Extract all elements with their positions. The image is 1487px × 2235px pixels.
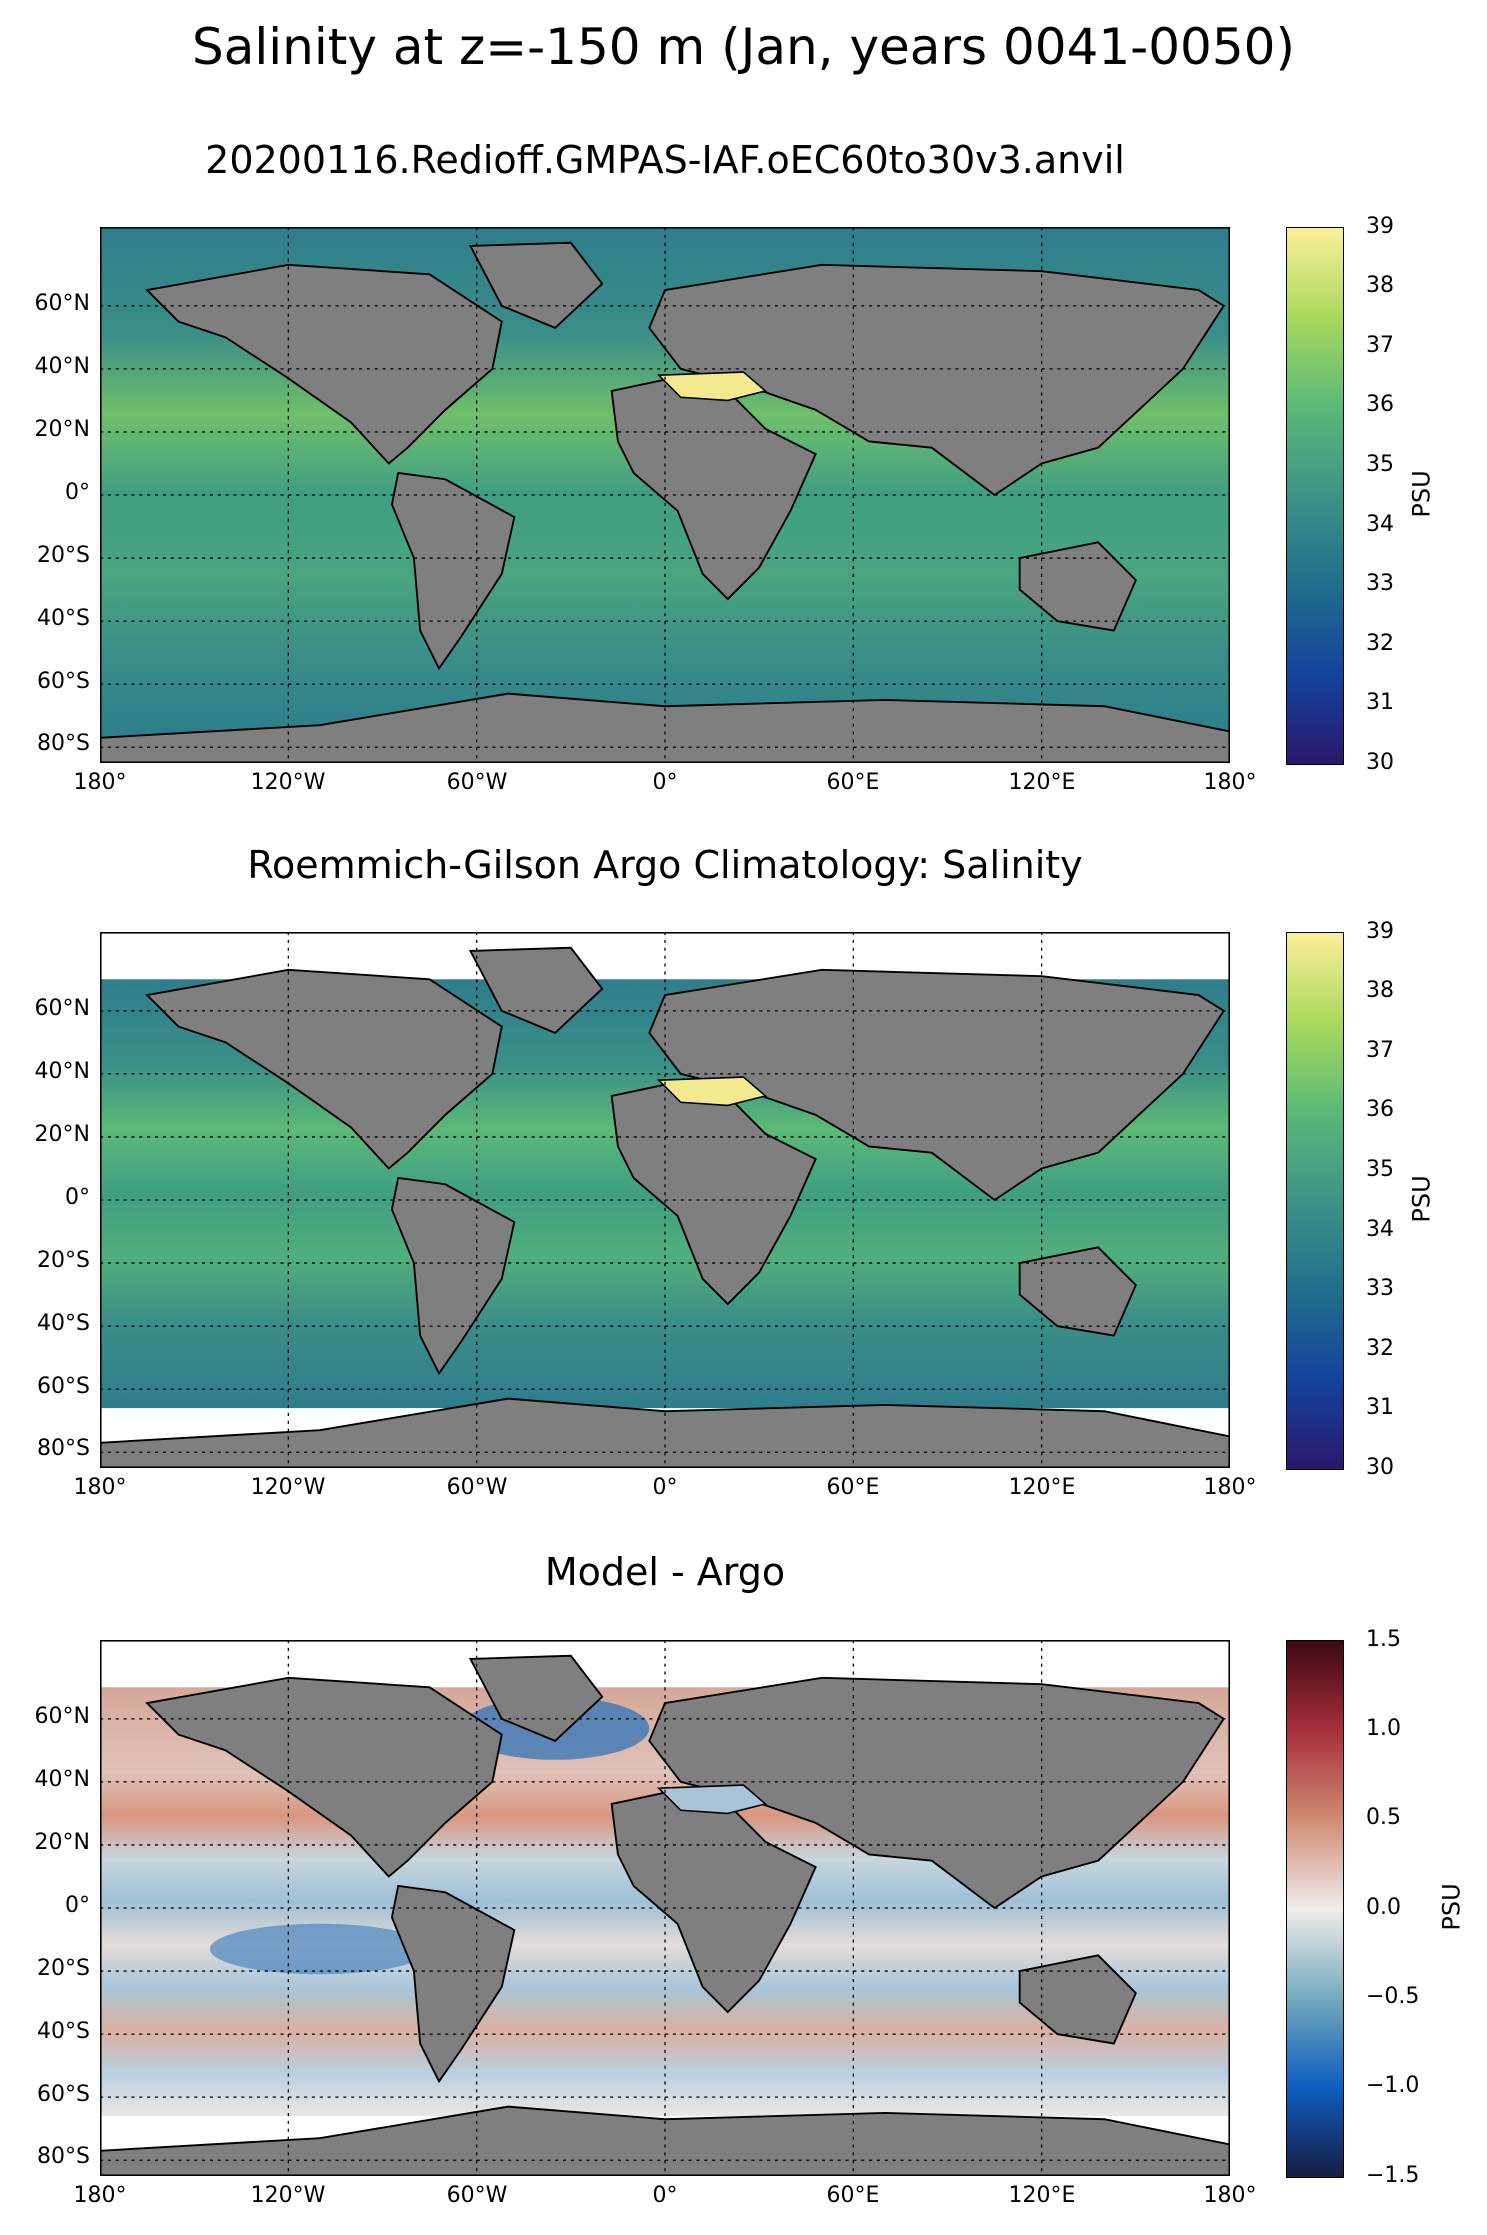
- colorbar-tick: 30: [1366, 750, 1394, 775]
- lat-tick: 80°S: [37, 1436, 90, 1461]
- map-diff: [100, 1640, 1230, 2176]
- colorbar-tick: 36: [1366, 392, 1394, 417]
- colorbar-model: [1286, 227, 1344, 765]
- colorbar-tick: 33: [1366, 1276, 1394, 1301]
- lon-tick: 60°W: [446, 1475, 508, 1500]
- lat-tick: 60°S: [37, 2082, 90, 2107]
- lat-tick: 0°: [65, 1893, 90, 1918]
- lon-tick: 180°: [1203, 2183, 1257, 2208]
- lon-tick: 60°W: [446, 2183, 508, 2208]
- colorbar-tick: 0.0: [1366, 1895, 1401, 1920]
- lon-tick: 60°E: [826, 770, 880, 795]
- lon-tick: 180°: [1203, 770, 1257, 795]
- colorbar-tick: 35: [1366, 1157, 1394, 1182]
- colorbar-tick: 31: [1366, 690, 1394, 715]
- colorbar-tick: 1.5: [1366, 1627, 1401, 1652]
- colorbar-tick: 38: [1366, 273, 1394, 298]
- colorbar-tick: 34: [1366, 1217, 1394, 1242]
- lat-tick: 40°N: [34, 1059, 90, 1084]
- panel-title-argo: Roemmich-Gilson Argo Climatology: Salini…: [247, 843, 1083, 887]
- map-model: [100, 227, 1230, 763]
- lat-tick: 60°S: [37, 669, 90, 694]
- colorbar-label-diff: PSU: [1437, 1883, 1466, 1931]
- mediterranean-fill: [656, 1784, 768, 1815]
- lon-tick: 180°: [73, 2183, 127, 2208]
- colorbar-tick: 39: [1366, 214, 1394, 239]
- lon-tick: 180°: [73, 770, 127, 795]
- land-shapes: [100, 946, 1230, 1468]
- colorbar-label-argo: PSU: [1407, 1175, 1436, 1223]
- lat-tick: 20°N: [34, 417, 90, 442]
- lon-tick: 120°W: [250, 1475, 326, 1500]
- lat-tick: 80°S: [37, 2144, 90, 2169]
- colorbar-label-model: PSU: [1407, 470, 1436, 518]
- panel-title-model: 20200116.Redioff.GMPAS-IAF.oEC60to30v3.a…: [205, 138, 1125, 182]
- colorbar-tick: 36: [1366, 1097, 1394, 1122]
- colorbar-tick: 37: [1366, 333, 1394, 358]
- lat-tick: 40°S: [37, 1311, 90, 1336]
- lat-tick: 60°N: [34, 996, 90, 1021]
- lon-tick: 180°: [73, 1475, 127, 1500]
- lon-tick: 120°E: [1008, 2183, 1076, 2208]
- lon-tick: 0°: [652, 1475, 678, 1500]
- lat-tick: 60°S: [37, 1374, 90, 1399]
- lon-tick: 0°: [652, 2183, 678, 2208]
- lon-tick: 60°W: [446, 770, 508, 795]
- colorbar-tick: 35: [1366, 452, 1394, 477]
- lon-tick: 180°: [1203, 1475, 1257, 1500]
- lat-tick: 20°N: [34, 1830, 90, 1855]
- colorbar-argo: [1286, 932, 1344, 1470]
- colorbar-tick: 38: [1366, 978, 1394, 1003]
- panel-title-diff: Model - Argo: [544, 1550, 786, 1594]
- gridlines: [100, 227, 1230, 763]
- gridlines: [100, 932, 1230, 1468]
- lat-tick: 60°N: [34, 1704, 90, 1729]
- lat-tick: 60°N: [34, 291, 90, 316]
- lat-tick: 40°S: [37, 606, 90, 631]
- colorbar-tick: 30: [1366, 1455, 1394, 1480]
- lat-tick: 40°S: [37, 2019, 90, 2044]
- colorbar-tick: 32: [1366, 631, 1394, 656]
- colorbar-tick: 39: [1366, 919, 1394, 944]
- colorbar-tick: 31: [1366, 1395, 1394, 1420]
- lat-tick: 20°N: [34, 1122, 90, 1147]
- colorbar-tick: −1.5: [1366, 2163, 1420, 2188]
- mediterranean-fill: [656, 1076, 768, 1107]
- mediterranean-fill: [656, 371, 768, 402]
- lon-tick: 60°E: [826, 1475, 880, 1500]
- map-argo: [100, 932, 1230, 1468]
- land-shapes: [100, 1654, 1230, 2176]
- lat-tick: 0°: [65, 1185, 90, 1210]
- lat-tick: 80°S: [37, 731, 90, 756]
- lat-tick: 40°N: [34, 1767, 90, 1792]
- land-shapes: [100, 241, 1230, 763]
- lon-tick: 120°E: [1008, 770, 1076, 795]
- colorbar-tick: 37: [1366, 1038, 1394, 1063]
- lat-tick: 40°N: [34, 354, 90, 379]
- figure-suptitle: Salinity at z=-150 m (Jan, years 0041-00…: [192, 18, 1295, 76]
- lon-tick: 0°: [652, 770, 678, 795]
- lon-tick: 120°W: [250, 2183, 326, 2208]
- colorbar-tick: 33: [1366, 571, 1394, 596]
- lon-tick: 120°E: [1008, 1475, 1076, 1500]
- lat-tick: 20°S: [37, 1956, 90, 1981]
- colorbar-tick: 34: [1366, 512, 1394, 537]
- colorbar-tick: −1.0: [1366, 2073, 1420, 2098]
- colorbar-tick: 1.0: [1366, 1716, 1401, 1741]
- colorbar-tick: −0.5: [1366, 1984, 1420, 2009]
- lat-tick: 0°: [65, 480, 90, 505]
- lon-tick: 120°W: [250, 770, 326, 795]
- colorbar-tick: 32: [1366, 1336, 1394, 1361]
- lon-tick: 60°E: [826, 2183, 880, 2208]
- colorbar-diff: [1286, 1640, 1344, 2178]
- gridlines: [100, 1640, 1230, 2176]
- lat-tick: 20°S: [37, 543, 90, 568]
- colorbar-tick: 0.5: [1366, 1805, 1401, 1830]
- lat-tick: 20°S: [37, 1248, 90, 1273]
